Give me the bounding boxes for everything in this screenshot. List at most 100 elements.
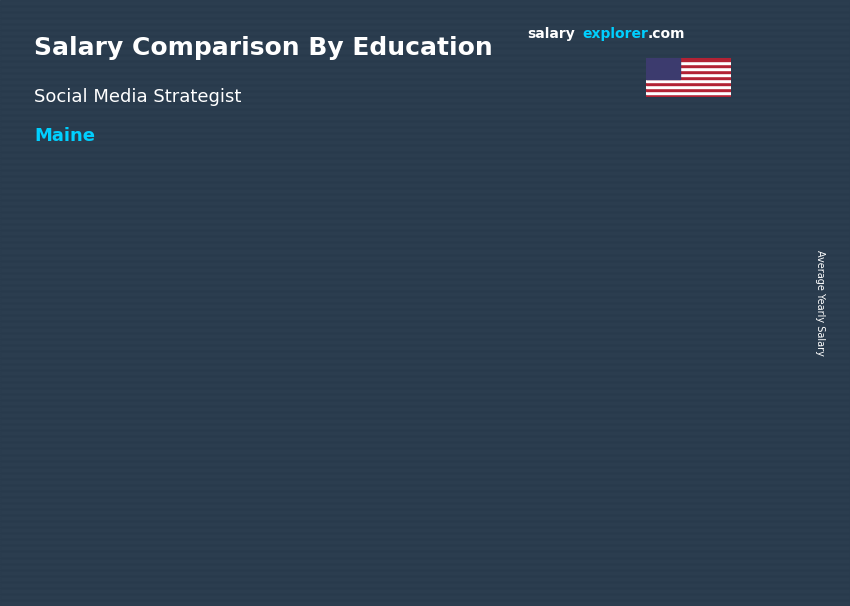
Bar: [0, 285, 850, 291]
Polygon shape: [435, 316, 515, 322]
Bar: [0, 261, 850, 267]
Bar: [0, 412, 850, 418]
Bar: [0, 430, 850, 436]
Bar: [0, 42, 850, 48]
Bar: [0, 527, 850, 533]
Bar: [0, 491, 850, 497]
Bar: [0, 0, 850, 6]
Text: 85,700 USD: 85,700 USD: [123, 358, 198, 370]
Bar: [0, 345, 850, 351]
Text: 167,000 USD: 167,000 USD: [583, 222, 666, 235]
Bar: [0, 370, 850, 376]
Bar: [646, 61, 731, 64]
Bar: [0, 36, 850, 42]
Polygon shape: [350, 366, 361, 533]
Bar: [0, 188, 850, 194]
Bar: [0, 588, 850, 594]
Bar: [0, 436, 850, 442]
Bar: [0, 55, 850, 61]
Bar: [0, 176, 850, 182]
Text: +32%: +32%: [518, 209, 576, 227]
Bar: [0, 103, 850, 109]
Bar: [0, 424, 850, 430]
Bar: [0, 558, 850, 564]
Bar: [646, 79, 731, 82]
Bar: [0, 327, 850, 333]
Bar: [646, 73, 731, 76]
Text: +13%: +13%: [209, 316, 267, 334]
Bar: [0, 291, 850, 297]
Text: Salary Comparison By Education: Salary Comparison By Education: [34, 36, 493, 61]
Bar: [0, 206, 850, 212]
Bar: [0, 394, 850, 400]
Bar: [0, 115, 850, 121]
Bar: [0, 6, 850, 12]
Bar: [0, 79, 850, 85]
Bar: [0, 600, 850, 606]
Bar: [0, 164, 850, 170]
Bar: [646, 58, 731, 61]
Text: Certificate or
Diploma: Certificate or Diploma: [272, 564, 359, 591]
Bar: [0, 400, 850, 406]
Bar: [646, 58, 680, 79]
Bar: [0, 152, 850, 158]
Polygon shape: [505, 316, 515, 533]
Bar: [0, 48, 850, 55]
Bar: [0, 121, 850, 127]
Bar: [0, 551, 850, 558]
Bar: [0, 442, 850, 448]
Text: +31%: +31%: [364, 273, 422, 290]
Polygon shape: [196, 385, 207, 533]
Bar: [646, 67, 731, 70]
Text: Master's
Degree: Master's Degree: [597, 564, 652, 591]
Text: High School: High School: [122, 564, 201, 576]
Bar: [0, 158, 850, 164]
Bar: [435, 322, 505, 533]
Bar: [280, 371, 350, 533]
Text: Average Yearly Salary: Average Yearly Salary: [815, 250, 825, 356]
Bar: [0, 236, 850, 242]
Text: salary: salary: [527, 27, 575, 41]
Polygon shape: [280, 366, 361, 371]
Bar: [0, 539, 850, 545]
Bar: [0, 388, 850, 394]
Bar: [0, 73, 850, 79]
Bar: [0, 509, 850, 515]
Text: 97,200 USD: 97,200 USD: [278, 338, 353, 351]
Bar: [0, 200, 850, 206]
Polygon shape: [126, 385, 207, 390]
Bar: [0, 467, 850, 473]
Bar: [0, 364, 850, 370]
Bar: [0, 279, 850, 285]
Bar: [0, 333, 850, 339]
Bar: [0, 230, 850, 236]
Bar: [0, 97, 850, 103]
Bar: [0, 406, 850, 412]
Bar: [646, 91, 731, 94]
Bar: [0, 564, 850, 570]
Text: explorer: explorer: [582, 27, 648, 41]
Bar: [0, 533, 850, 539]
Bar: [0, 67, 850, 73]
Bar: [0, 351, 850, 358]
Bar: [0, 473, 850, 479]
Bar: [0, 461, 850, 467]
Bar: [0, 454, 850, 461]
Bar: [0, 545, 850, 551]
Bar: [0, 255, 850, 261]
Bar: [0, 170, 850, 176]
Bar: [646, 70, 731, 73]
Bar: [0, 418, 850, 424]
Bar: [0, 273, 850, 279]
Bar: [646, 85, 731, 88]
Bar: [0, 503, 850, 509]
Bar: [646, 64, 731, 67]
Bar: [590, 255, 659, 533]
Bar: [0, 376, 850, 382]
Bar: [0, 497, 850, 503]
Bar: [0, 321, 850, 327]
Bar: [0, 218, 850, 224]
Bar: [646, 94, 731, 97]
Bar: [0, 61, 850, 67]
Bar: [0, 576, 850, 582]
